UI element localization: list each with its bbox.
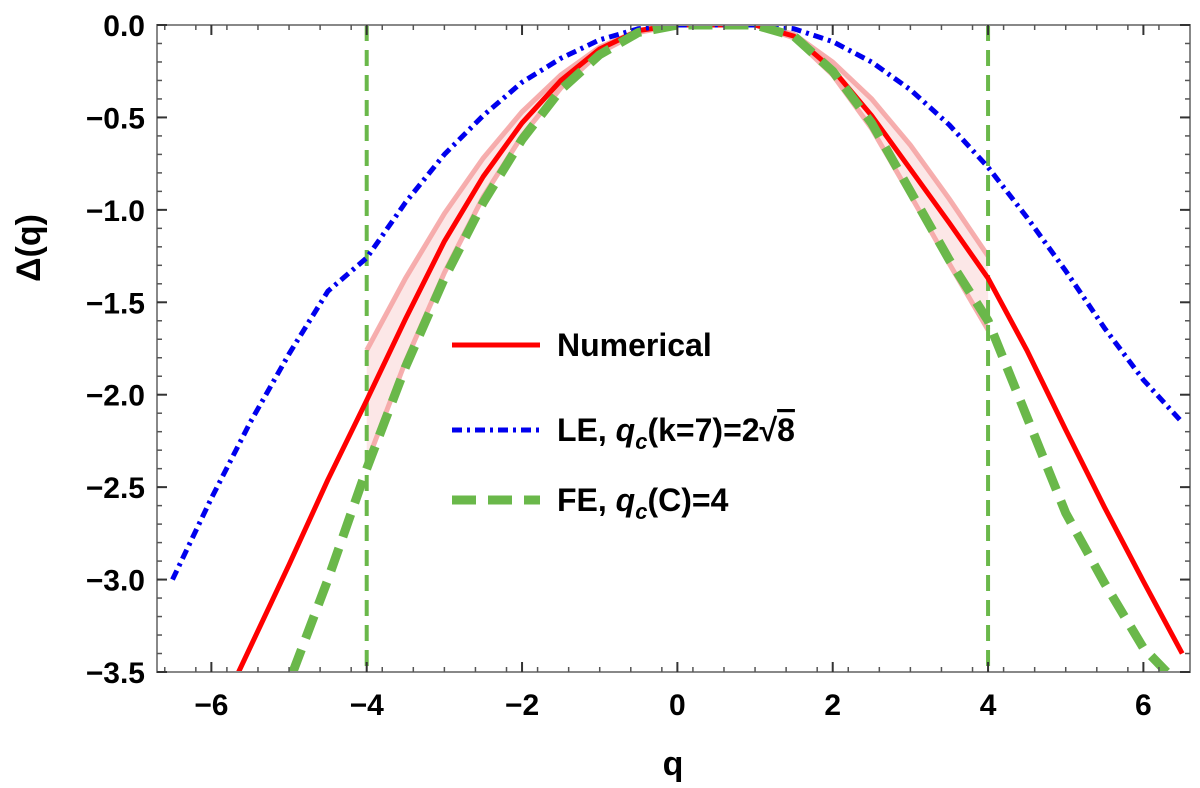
x-tick-label: −6: [194, 689, 228, 722]
band-lower-right: [754, 25, 991, 332]
legend-label-1: Numerical: [557, 327, 712, 363]
vertical-reference-lines: [364, 25, 991, 672]
y-tick-label: −1.0: [86, 195, 145, 228]
x-tick-label: 4: [980, 689, 997, 722]
legend: Numerical LE, qc(k=7)=2√8 FE, qc(C)=4: [452, 327, 795, 524]
series-line-3: [288, 25, 1170, 672]
series-line-1: [236, 25, 1185, 672]
x-axis-title: q: [663, 745, 684, 783]
legend-label-3: FE, qc(C)=4: [557, 482, 729, 524]
x-tick-labels: −6 −4 −2 0 2 4 6: [194, 689, 1151, 722]
y-tick-label: −2.5: [86, 472, 145, 505]
legend-label-2: LE, qc(k=7)=2√8: [557, 412, 795, 454]
tick-marks: [157, 24, 1190, 673]
band-fill-right: [755, 25, 989, 330]
uncertainty-band-group: [364, 25, 991, 464]
plot-frame: [156, 24, 1191, 673]
plot-border: [156, 24, 1191, 673]
y-tick-label: −3.5: [86, 657, 145, 690]
y-tick-labels: 0.0 −0.5 −1.0 −1.5 −2.0 −2.5 −3.0 −3.5: [86, 10, 145, 690]
x-tick-label: 6: [1135, 689, 1152, 722]
y-tick-label: 0.0: [103, 10, 145, 43]
x-tick-label: 0: [669, 689, 686, 722]
y-tick-label: −2.0: [86, 380, 145, 413]
y-tick-label: −3.0: [86, 565, 145, 598]
band-fill-left: [366, 25, 678, 464]
x-tick-label: −2: [505, 689, 539, 722]
x-tick-label: 2: [824, 689, 841, 722]
y-tick-label: −0.5: [86, 102, 145, 135]
band-lower-left: [364, 25, 678, 464]
y-tick-label: −1.5: [86, 287, 145, 320]
series-group: [170, 25, 1185, 672]
y-axis-title: Δ(q): [10, 214, 48, 282]
x-tick-label: −4: [350, 689, 385, 722]
